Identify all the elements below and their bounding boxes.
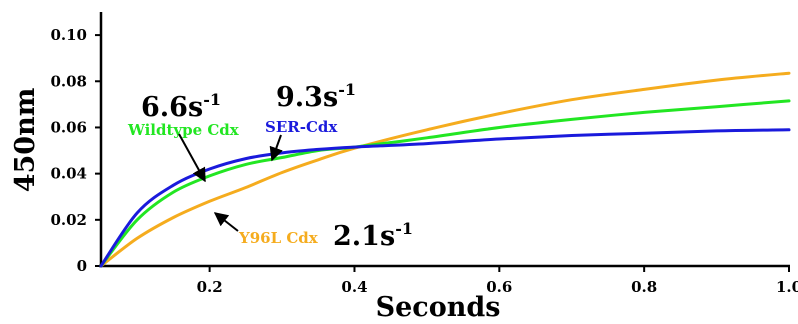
annotation-wildtype-name: Wildtype Cdx xyxy=(127,121,240,139)
x-tick-label: 0.2 xyxy=(197,278,223,296)
annotation-y96l: Y96L Cdx 2.1s-1 xyxy=(213,212,413,252)
annotation-wildtype-rate: 6.6s-1 xyxy=(141,90,221,123)
x-axis-label: Seconds xyxy=(376,292,501,323)
y-tick-label: 0.06 xyxy=(50,118,87,136)
x-tick-label: 1.0 xyxy=(776,278,798,296)
y-tick-label: 0.04 xyxy=(50,165,87,183)
annotation-y96l-rate: 2.1s-1 xyxy=(333,219,413,252)
y-tick-label: 0 xyxy=(77,257,87,275)
annotation-y96l-arrow xyxy=(213,212,239,232)
x-tick-label: 0.8 xyxy=(631,278,657,296)
y-tick-label: 0.10 xyxy=(50,26,87,44)
axes xyxy=(99,12,790,268)
x-tick-label: 0.4 xyxy=(341,278,367,296)
annotation-ser-arrow xyxy=(269,134,283,162)
annotation-ser: 9.3s-1 SER-Cdx xyxy=(265,80,356,162)
annotation-ser-name: SER-Cdx xyxy=(265,118,338,136)
series-line-y96l-cdx xyxy=(99,71,791,268)
ticks: 0.2 0.4 0.6 0.8 1.0 0 0.02 0.04 0.06 0.08 0.10 xyxy=(50,26,798,296)
series-lines xyxy=(99,71,791,268)
annotation-wildtype-arrow xyxy=(178,133,206,183)
y-tick-label: 0.02 xyxy=(50,211,87,229)
annotation-y96l-name: Y96L Cdx xyxy=(238,229,319,247)
x-tick-label: 0.6 xyxy=(486,278,512,296)
y-tick-label: 0.08 xyxy=(50,72,87,90)
annotation-wildtype: 6.6s-1 Wildtype Cdx xyxy=(127,90,240,183)
y-axis-label: 450nm xyxy=(10,88,41,193)
annotation-ser-rate: 9.3s-1 xyxy=(276,80,356,113)
series-line-ser-cdx xyxy=(99,128,791,268)
